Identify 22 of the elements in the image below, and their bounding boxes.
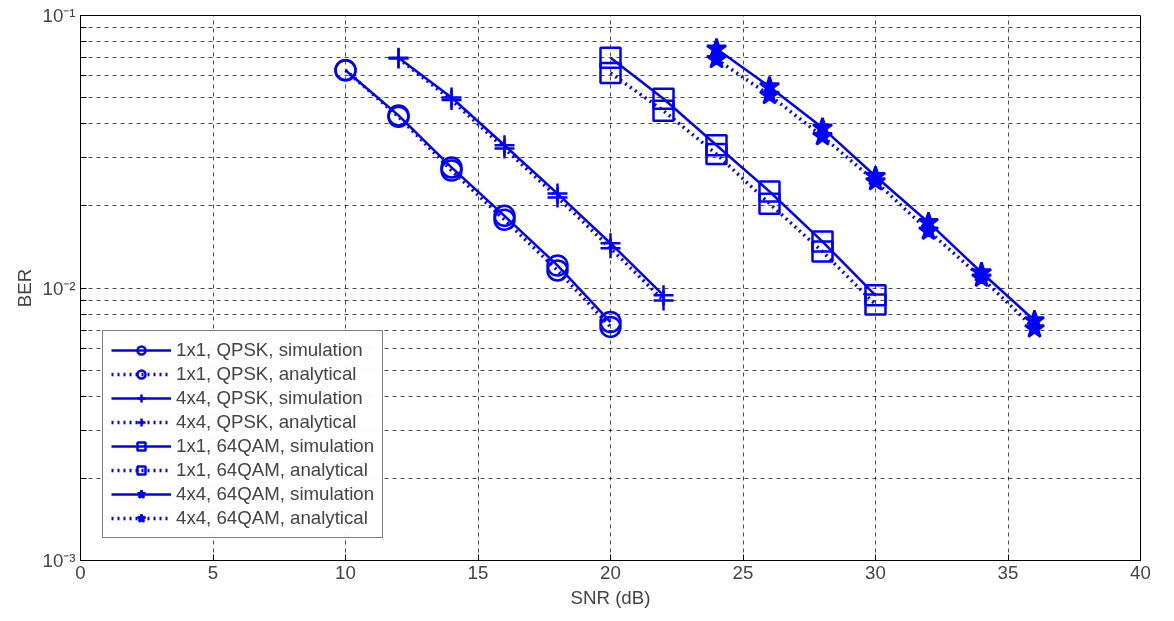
legend-label: 1x1, 64QAM, analytical [176, 459, 368, 481]
legend-label: 1x1, 64QAM, simulation [176, 435, 375, 457]
y-axis-title: BER [13, 268, 35, 308]
legend-label: 4x4, 64QAM, analytical [176, 507, 368, 529]
x-tick-label: 30 [865, 561, 886, 583]
x-tick-label: 35 [997, 561, 1019, 583]
x-tick-label: 20 [600, 561, 621, 583]
legend-label: 1x1, QPSK, simulation [176, 339, 363, 361]
legend-label: 4x4, QPSK, simulation [176, 387, 363, 409]
x-tick-label: 0 [75, 561, 86, 583]
x-tick-label: 40 [1130, 561, 1151, 583]
x-tick-label: 25 [732, 561, 754, 583]
legend-label: 4x4, 64QAM, simulation [176, 483, 375, 505]
y-tick-label: 10⁻² [42, 277, 76, 299]
x-axis-title: SNR (dB) [570, 586, 651, 608]
x-tick-label: 10 [335, 561, 356, 583]
x-tick-label: 5 [207, 561, 219, 583]
y-tick-label: 10⁻³ [42, 550, 76, 571]
x-tick-label: 15 [467, 561, 489, 583]
legend-label: 4x4, QPSK, analytical [176, 411, 357, 433]
legend-label: 1x1, QPSK, analytical [176, 363, 357, 385]
y-tick-label: 10⁻¹ [42, 5, 76, 26]
